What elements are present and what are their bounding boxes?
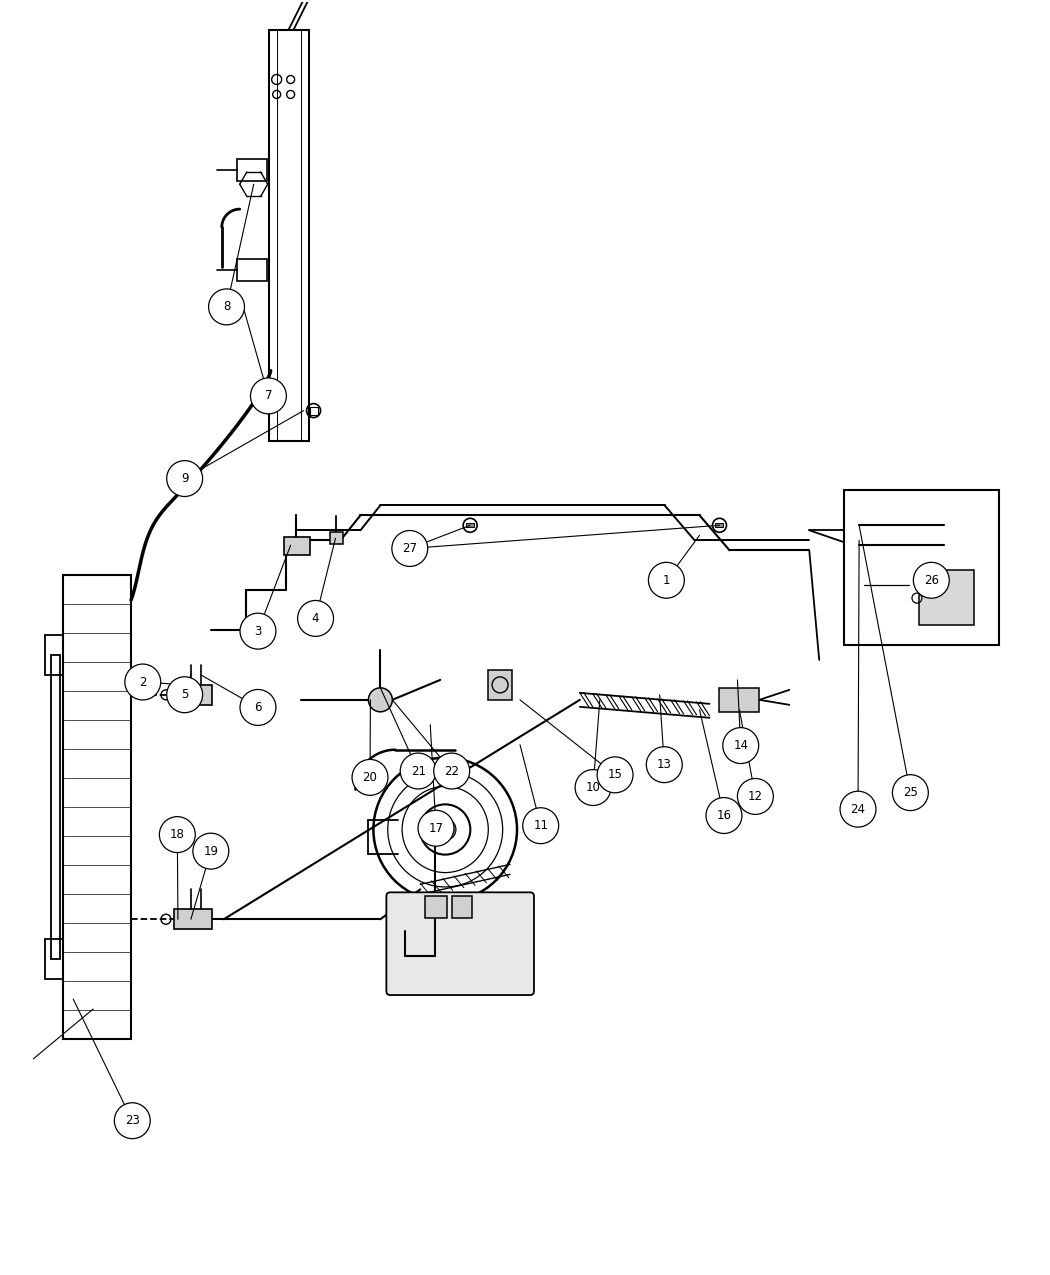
Text: 4: 4 <box>312 612 319 625</box>
Text: 25: 25 <box>903 787 918 799</box>
Text: 21: 21 <box>411 765 425 778</box>
Text: 23: 23 <box>125 1114 140 1127</box>
Bar <box>844 491 999 645</box>
Text: 17: 17 <box>428 822 443 835</box>
Circle shape <box>125 664 161 700</box>
Text: 26: 26 <box>924 574 939 586</box>
Text: 8: 8 <box>223 301 230 314</box>
Bar <box>174 685 212 705</box>
Text: 1: 1 <box>663 574 670 586</box>
Circle shape <box>418 811 454 847</box>
Bar <box>453 896 472 918</box>
Text: 15: 15 <box>608 769 623 782</box>
Text: 10: 10 <box>586 782 601 794</box>
Bar <box>174 909 212 929</box>
Text: 22: 22 <box>444 765 459 778</box>
Bar <box>488 669 512 700</box>
Circle shape <box>392 530 427 566</box>
Bar <box>284 537 310 555</box>
Circle shape <box>647 747 682 783</box>
Circle shape <box>240 690 276 725</box>
Bar <box>236 159 267 181</box>
Bar <box>919 570 973 625</box>
Circle shape <box>193 833 229 870</box>
Text: 13: 13 <box>657 759 672 771</box>
Text: 12: 12 <box>748 790 763 803</box>
Circle shape <box>209 289 245 325</box>
Circle shape <box>400 754 436 789</box>
Circle shape <box>597 757 633 793</box>
Bar <box>310 407 317 414</box>
Text: 18: 18 <box>170 827 185 842</box>
Text: 5: 5 <box>181 688 188 701</box>
Text: 14: 14 <box>733 740 749 752</box>
Bar <box>269 29 309 441</box>
Text: 9: 9 <box>181 472 188 484</box>
Circle shape <box>167 677 203 713</box>
Text: 11: 11 <box>533 820 548 833</box>
Text: 2: 2 <box>139 676 147 688</box>
Circle shape <box>114 1103 150 1139</box>
Circle shape <box>523 808 559 844</box>
Text: 7: 7 <box>265 389 272 403</box>
Circle shape <box>167 460 203 496</box>
Text: 6: 6 <box>254 701 261 714</box>
Circle shape <box>352 760 387 796</box>
Bar <box>236 259 267 280</box>
Circle shape <box>251 377 287 414</box>
Text: 16: 16 <box>716 810 732 822</box>
FancyBboxPatch shape <box>386 892 534 995</box>
Bar <box>715 523 723 528</box>
Bar <box>51 655 60 959</box>
Bar <box>63 575 131 1039</box>
Circle shape <box>160 817 195 853</box>
Circle shape <box>435 819 456 840</box>
Circle shape <box>297 601 334 636</box>
Circle shape <box>369 688 393 711</box>
Text: 19: 19 <box>204 844 218 858</box>
Text: 24: 24 <box>850 803 865 816</box>
Circle shape <box>722 728 759 764</box>
Circle shape <box>649 562 685 598</box>
Text: 20: 20 <box>362 771 377 784</box>
Circle shape <box>737 779 774 815</box>
Bar <box>719 688 759 711</box>
Circle shape <box>840 792 876 827</box>
Text: 27: 27 <box>402 542 417 555</box>
Circle shape <box>575 770 611 806</box>
Circle shape <box>914 562 949 598</box>
Bar <box>330 532 343 544</box>
Text: 3: 3 <box>254 625 261 638</box>
Circle shape <box>240 613 276 649</box>
Circle shape <box>706 798 742 834</box>
Bar <box>425 896 447 918</box>
Circle shape <box>892 775 928 811</box>
Bar <box>466 523 475 528</box>
Circle shape <box>434 754 469 789</box>
